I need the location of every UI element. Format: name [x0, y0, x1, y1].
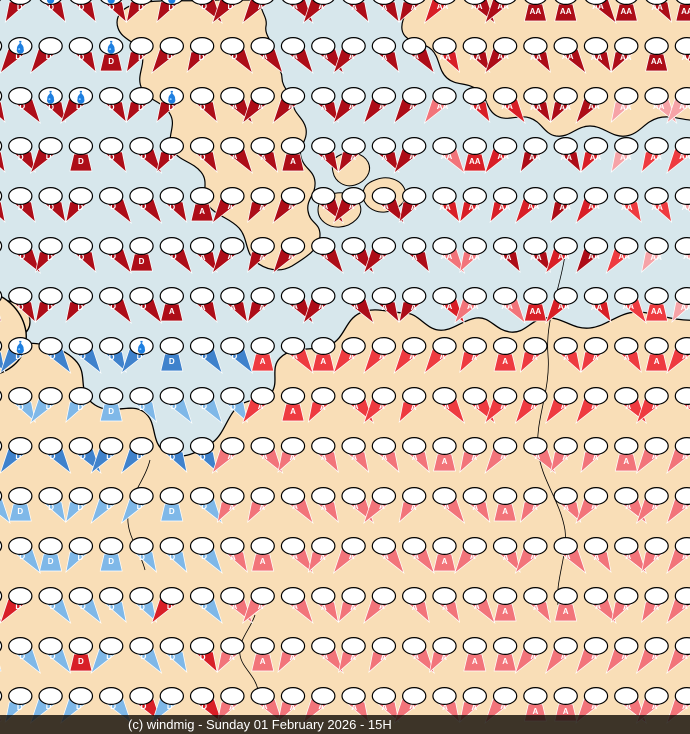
svg-text:A: A	[260, 557, 266, 566]
svg-text:A: A	[442, 557, 448, 566]
svg-text:AA: AA	[681, 7, 690, 16]
svg-text:AA: AA	[651, 307, 663, 316]
svg-text:AA: AA	[530, 7, 542, 16]
svg-text:A: A	[260, 357, 266, 366]
svg-text:D: D	[78, 157, 84, 166]
svg-text:D: D	[169, 357, 175, 366]
svg-text:D: D	[48, 557, 54, 566]
svg-text:AA: AA	[621, 7, 633, 16]
svg-text:A: A	[199, 207, 205, 216]
svg-text:D: D	[17, 507, 23, 516]
svg-text:AA: AA	[560, 7, 572, 16]
svg-text:AA: AA	[651, 57, 663, 66]
svg-text:A: A	[260, 657, 266, 666]
svg-text:A: A	[472, 657, 478, 666]
svg-text:A: A	[290, 407, 296, 416]
svg-text:AA: AA	[530, 307, 542, 316]
svg-text:A: A	[169, 307, 175, 316]
svg-text:A: A	[320, 357, 326, 366]
svg-text:D: D	[139, 257, 145, 266]
svg-text:A: A	[654, 357, 660, 366]
svg-text:A: A	[502, 607, 508, 616]
svg-text:A: A	[502, 507, 508, 516]
svg-text:A: A	[290, 157, 296, 166]
svg-text:A: A	[563, 607, 569, 616]
svg-text:A: A	[442, 457, 448, 466]
svg-text:D: D	[78, 657, 84, 666]
svg-text:D: D	[108, 407, 114, 416]
svg-text:A: A	[623, 457, 629, 466]
svg-text:A: A	[502, 657, 508, 666]
svg-text:D: D	[108, 57, 114, 66]
svg-text:D: D	[108, 557, 114, 566]
svg-text:D: D	[169, 507, 175, 516]
svg-text:A: A	[502, 357, 508, 366]
svg-text:AA: AA	[469, 157, 481, 166]
